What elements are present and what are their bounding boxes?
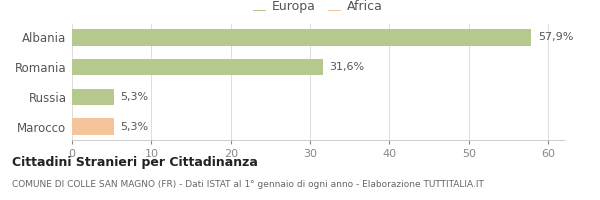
Text: COMUNE DI COLLE SAN MAGNO (FR) - Dati ISTAT al 1° gennaio di ogni anno - Elabora: COMUNE DI COLLE SAN MAGNO (FR) - Dati IS… (12, 180, 484, 189)
Bar (72, 118, 114, 135)
Bar (72, 89, 114, 105)
Text: 5,3%: 5,3% (121, 92, 149, 102)
Legend: Europa, Africa: Europa, Africa (251, 0, 385, 15)
Text: Cittadini Stranieri per Cittadinanza: Cittadini Stranieri per Cittadinanza (12, 156, 258, 169)
Bar (72, 29, 532, 46)
Bar (72, 59, 323, 75)
Text: 57,9%: 57,9% (538, 32, 573, 42)
Text: 5,3%: 5,3% (121, 122, 149, 132)
Text: 31,6%: 31,6% (329, 62, 364, 72)
